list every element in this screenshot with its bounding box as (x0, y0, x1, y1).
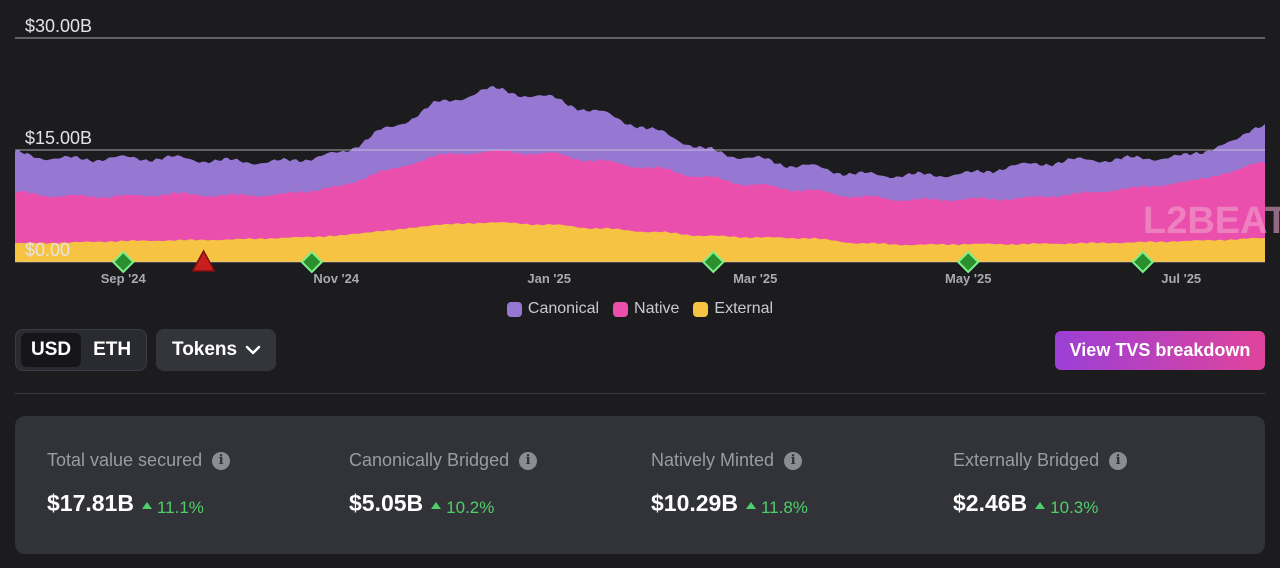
info-icon[interactable]: i (1109, 451, 1128, 470)
tvs-chart: L2BEAT $30.00B $15.00B $0.00 Sep '24 Nov '24 J… (15, 16, 1280, 286)
update-marker-icon (111, 250, 135, 274)
info-icon[interactable]: i (212, 451, 231, 470)
x-tick-label: Mar '25 (733, 271, 777, 286)
x-tick-label: May '25 (945, 271, 991, 286)
tokens-dropdown[interactable]: Tokens (156, 329, 276, 371)
chart-legend: Canonical Native External (0, 300, 1280, 318)
legend-swatch (613, 301, 629, 317)
x-tick-label: Jul '25 (1161, 271, 1201, 286)
currency-toggle: USD ETH (15, 329, 148, 371)
stats-card: Total value secured i $17.81B 11.1% Canon… (15, 416, 1265, 554)
eth-toggle-button[interactable]: ETH (93, 339, 132, 360)
stat-change-value: 11.8% (760, 497, 808, 517)
update-marker-icon (956, 250, 980, 274)
stat-value: $5.05B (349, 490, 424, 516)
x-tick-label: Jan '25 (527, 271, 571, 286)
stat-externally-bridged: Externally Bridged i $2.46B 10.3% (953, 450, 1128, 518)
stat-change: 11.1% (141, 497, 204, 518)
stat-total-value-secured: Total value secured i $17.81B 11.1% (47, 450, 231, 518)
view-tvs-breakdown-button[interactable]: View TVS breakdown (1055, 331, 1265, 370)
legend-item-native[interactable]: Native (613, 300, 679, 318)
stat-label: Natively Minted (651, 450, 775, 470)
arrow-up-icon (431, 502, 442, 509)
x-tick-label: Sep '24 (101, 271, 147, 286)
y-axis-label: $15.00B (25, 128, 92, 148)
arrow-up-icon (745, 502, 756, 509)
usd-toggle-button[interactable]: USD (21, 333, 82, 367)
l2beat-watermark: L2BEAT (1143, 200, 1280, 242)
legend-item-canonical[interactable]: Canonical (506, 300, 600, 318)
stat-value: $17.81B (47, 490, 134, 516)
info-icon[interactable]: i (784, 451, 803, 470)
y-axis-label: $0.00 (25, 240, 70, 260)
info-icon[interactable]: i (519, 451, 538, 470)
stat-label: Canonically Bridged (349, 450, 510, 470)
series-area-external (15, 222, 1265, 262)
section-divider (15, 393, 1265, 394)
legend-swatch (506, 301, 522, 317)
legend-label: Canonical (527, 300, 600, 317)
chevron-down-icon (245, 339, 261, 361)
update-marker-icon (1131, 250, 1155, 274)
stat-change: 10.3% (1035, 498, 1098, 518)
legend-label: Native (634, 300, 680, 317)
arrow-up-icon (141, 502, 152, 509)
stat-change-value: 11.1% (156, 497, 204, 517)
stat-value: $10.29B (651, 490, 738, 516)
stat-natively-minted: Natively Minted i $10.29B 11.8% (651, 450, 808, 518)
chart-svg: L2BEAT $30.00B $15.00B $0.00 Sep '24 Nov '24 J… (15, 16, 1280, 286)
stat-label: Total value secured (47, 450, 203, 470)
legend-item-external[interactable]: External (693, 300, 773, 318)
stat-change-value: 10.3% (1050, 497, 1099, 517)
arrow-up-icon (1035, 502, 1046, 509)
stat-change: 10.2% (431, 498, 494, 518)
stat-change-value: 10.2% (446, 497, 495, 517)
series-area-native (15, 149, 1265, 262)
stat-value: $2.46B (953, 490, 1028, 516)
x-tick-label: Nov '24 (313, 271, 359, 286)
update-marker-icon (701, 250, 725, 274)
legend-label: External (714, 300, 774, 317)
legend-swatch (693, 301, 709, 317)
stat-label: Externally Bridged (953, 450, 1100, 470)
update-marker-icon (300, 250, 324, 274)
incident-marker-icon (191, 249, 216, 272)
stat-canonically-bridged: Canonically Bridged i $5.05B 10.2% (349, 450, 538, 518)
y-axis-label: $30.00B (25, 16, 92, 36)
tokens-dropdown-label: Tokens (172, 339, 238, 360)
stat-change: 11.8% (745, 497, 808, 518)
